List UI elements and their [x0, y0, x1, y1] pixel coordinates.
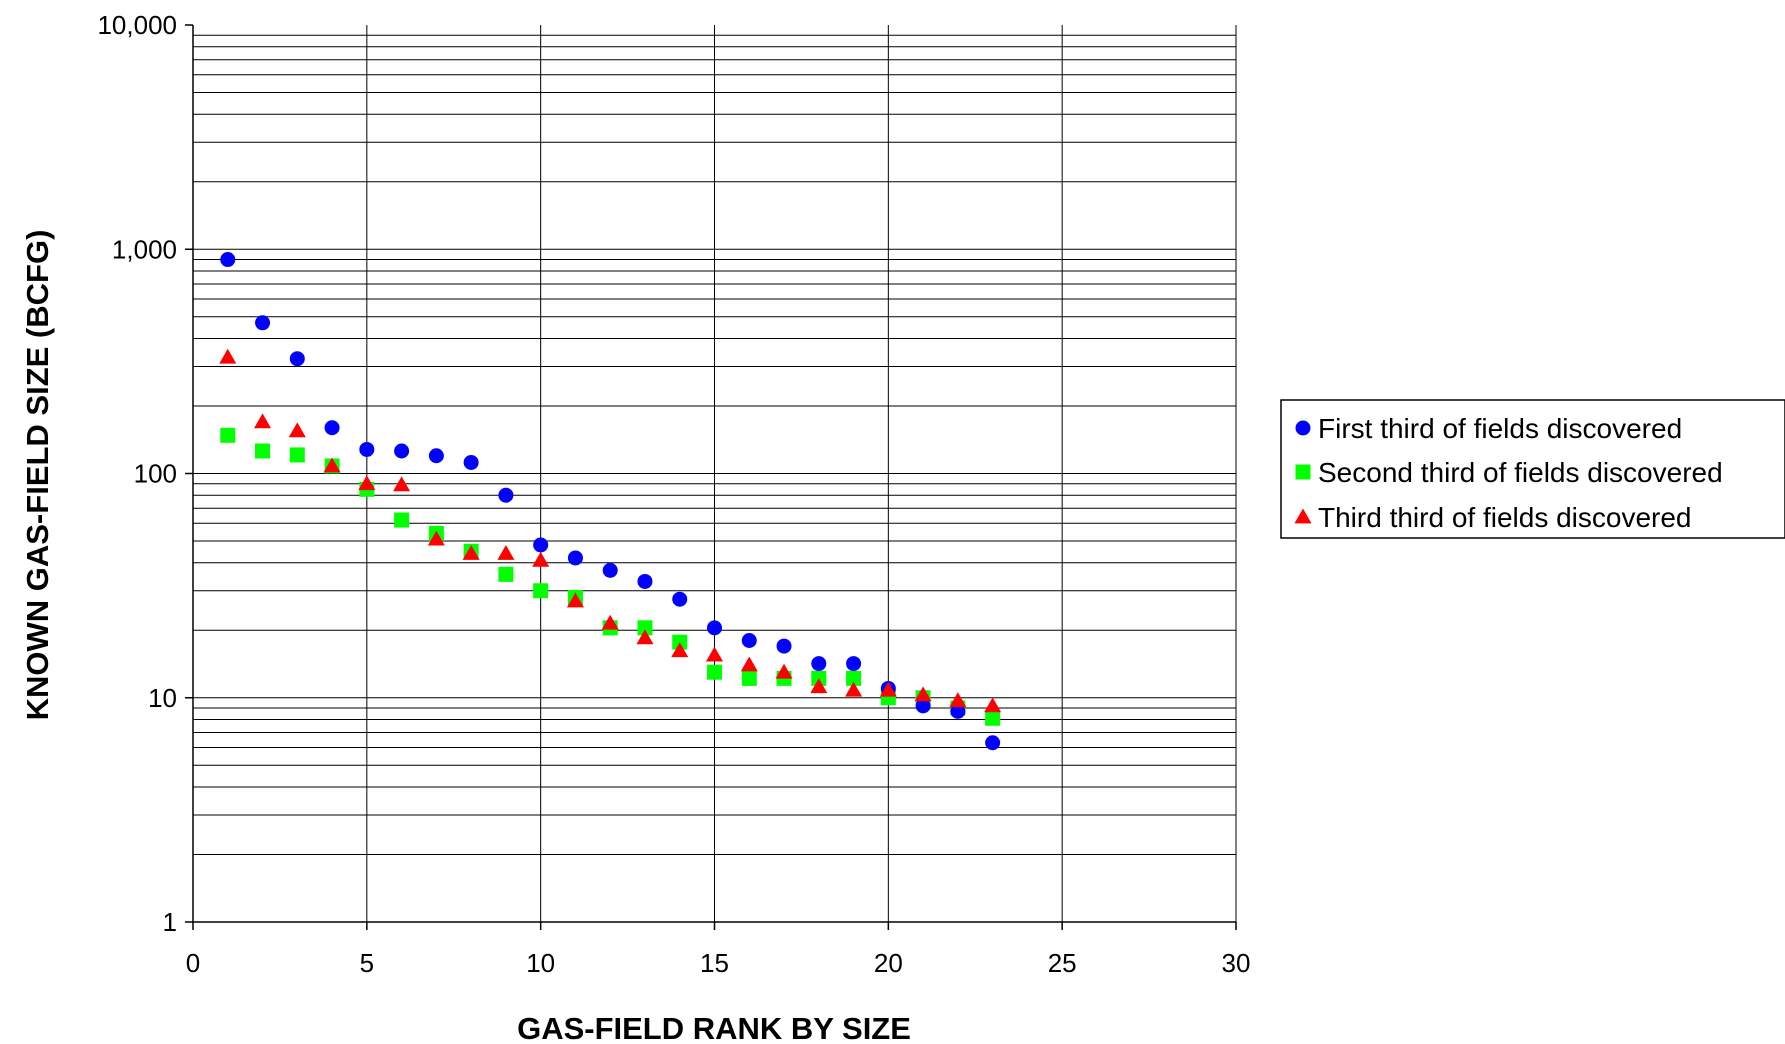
legend-item-second-third: Second third of fields discovered — [1295, 457, 1723, 488]
data-point-triangle — [532, 551, 550, 567]
data-point-triangle — [358, 475, 376, 491]
data-point-square — [498, 566, 514, 582]
data-point-triangle — [949, 692, 967, 708]
y-tick-label: 1,000 — [112, 234, 177, 264]
data-point-circle — [672, 591, 688, 607]
legend-circle-icon — [1295, 420, 1311, 436]
legend-marker-triangle — [1294, 508, 1312, 524]
data-point-triangle — [984, 697, 1002, 713]
axes — [185, 24, 1237, 930]
y-tick-label: 1 — [163, 907, 177, 937]
data-point-circle — [602, 562, 618, 578]
data-point-triangle — [254, 413, 272, 429]
data-point-triangle — [566, 592, 584, 608]
data-point-circle — [846, 656, 862, 672]
y-axis-title: KNOWN GAS-FIELD SIZE (BCFG) — [20, 230, 55, 721]
x-tick-label: 25 — [1048, 948, 1077, 978]
data-point-circle — [567, 550, 583, 566]
data-point-triangle — [462, 544, 480, 560]
tick-labels: 0 5 10 15 20 25 30 1 10 100 1,000 10,000 — [97, 10, 1250, 978]
data-point-circle — [463, 454, 479, 470]
data-point-square — [289, 447, 305, 463]
legend-item-first-third: First third of fields discovered — [1295, 413, 1682, 444]
data-point-square — [220, 427, 236, 443]
data-point-triangle — [879, 681, 897, 697]
x-tick-label: 15 — [700, 948, 729, 978]
data-point-circle — [915, 698, 931, 714]
data-point-square — [985, 710, 1001, 726]
data-point-circle — [255, 315, 271, 331]
data-point-triangle — [288, 422, 306, 438]
y-tick-label: 10,000 — [97, 10, 177, 40]
series-triangle-points — [219, 348, 1002, 713]
x-tick-label: 30 — [1222, 948, 1251, 978]
data-point-triangle — [323, 457, 341, 473]
data-point-triangle — [671, 642, 689, 658]
data-point-triangle — [775, 663, 793, 679]
data-point-circle — [220, 252, 236, 268]
data-point-square — [637, 620, 653, 636]
data-point-triangle — [810, 678, 828, 694]
legend-triangle-icon — [1294, 508, 1312, 524]
data-point-square — [255, 443, 271, 459]
legend-label-second-third: Second third of fields discovered — [1318, 457, 1723, 488]
data-point-triangle — [914, 686, 932, 702]
data-point-triangle — [497, 544, 515, 560]
data-point-triangle — [601, 614, 619, 630]
data-point-triangle — [740, 656, 758, 672]
y-tick-label: 10 — [148, 683, 177, 713]
legend-label-third-third: Third third of fields discovered — [1318, 502, 1692, 533]
data-point-circle — [741, 633, 757, 649]
data-point-square — [846, 670, 862, 686]
data-point-square — [707, 664, 722, 680]
data-point-circle — [359, 441, 375, 457]
data-point-circle — [498, 487, 514, 503]
x-tick-label: 0 — [186, 948, 200, 978]
legend-square-icon — [1295, 464, 1311, 480]
data-point-triangle — [706, 646, 723, 662]
data-point-circle — [324, 420, 340, 436]
data-point-square — [533, 583, 549, 599]
data-point-circle — [394, 443, 410, 459]
data-point-circle — [950, 703, 966, 719]
legend-label-first-third: First third of fields discovered — [1318, 413, 1682, 444]
x-axis-title: GAS-FIELD RANK BY SIZE — [517, 1011, 911, 1044]
data-point-triangle — [393, 476, 411, 492]
data-point-circle — [811, 656, 827, 672]
data-point-circle — [707, 620, 722, 636]
data-point-triangle — [845, 681, 863, 697]
data-points — [219, 252, 1002, 751]
data-point-triangle — [636, 629, 654, 645]
x-tick-label: 5 — [360, 948, 374, 978]
data-point-circle — [985, 735, 1001, 751]
data-point-triangle — [219, 348, 237, 364]
x-tick-label: 20 — [874, 948, 903, 978]
data-point-circle — [776, 638, 792, 654]
data-point-circle — [533, 537, 549, 553]
legend: First third of fields discovered Second … — [1280, 399, 1785, 539]
data-point-circle — [428, 448, 444, 464]
legend-marker-circle — [1295, 420, 1311, 436]
data-point-circle — [289, 351, 305, 367]
legend-box — [1280, 399, 1785, 539]
data-point-triangle — [427, 530, 445, 546]
y-tick-label: 100 — [134, 459, 177, 489]
data-point-square — [672, 634, 688, 650]
x-tick-label: 10 — [526, 948, 555, 978]
data-point-circle — [637, 573, 653, 589]
data-point-square — [394, 512, 410, 528]
legend-marker-square — [1295, 464, 1311, 480]
data-point-square — [741, 670, 757, 686]
legend-item-third-third: Third third of fields discovered — [1294, 502, 1692, 533]
